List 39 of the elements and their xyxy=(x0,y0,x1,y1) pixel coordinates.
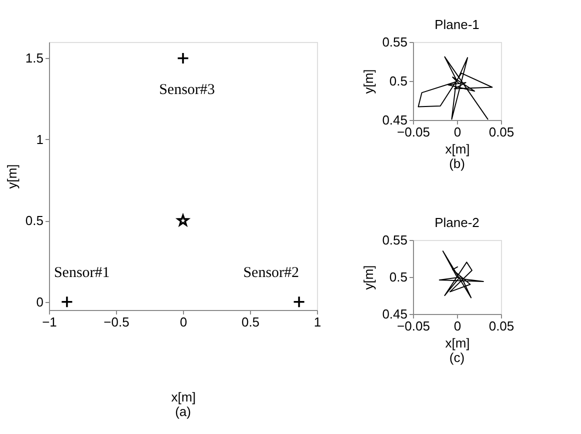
y-tick-label: 0.45 xyxy=(382,112,408,128)
y-axis-title: y[m] xyxy=(4,164,20,189)
x-tick-label: −1 xyxy=(42,314,57,330)
y-axis-title: y[m] xyxy=(361,69,376,94)
y-tick-label: 0.55 xyxy=(382,34,408,50)
x-tick-label: −0.05 xyxy=(397,318,430,334)
point xyxy=(292,296,306,308)
x-tick-label: 0.5 xyxy=(241,314,260,330)
x-tick-label: 0.05 xyxy=(488,124,514,140)
line-series xyxy=(438,250,484,298)
x-tick-label: 0 xyxy=(180,314,188,330)
x-tick-label: 1 xyxy=(314,314,322,330)
x-tick-label: −0.05 xyxy=(397,124,430,140)
y-tick-label: 0.5 xyxy=(389,270,408,284)
x-axis-title: x[m] xyxy=(445,336,470,350)
text: (a) xyxy=(175,404,191,419)
y-tick-label: 1.5 xyxy=(25,50,44,66)
x-tick-label: −0.5 xyxy=(104,314,130,330)
y-tick-label: 0.5 xyxy=(389,74,408,88)
point xyxy=(60,296,74,308)
y-tick-label: 0.5 xyxy=(25,213,44,228)
y-tick-label: 0.45 xyxy=(382,306,408,322)
annotation: Sensor#2 xyxy=(243,264,300,281)
point xyxy=(176,52,190,64)
x-axis-title: x[m] xyxy=(171,390,196,404)
x-tick-label: 0 xyxy=(454,124,462,140)
x-tick-label: 0 xyxy=(454,318,462,334)
y-axis-title: y[m] xyxy=(361,265,376,290)
line-series xyxy=(418,56,493,120)
x-tick-label: 0.05 xyxy=(488,318,514,334)
annotation: Sensor#1 xyxy=(54,264,110,281)
text: (b) xyxy=(449,156,465,171)
annotation: Sensor#3 xyxy=(159,82,215,98)
x-axis-title: x[m] xyxy=(445,142,470,156)
text: (c) xyxy=(449,350,465,365)
y-tick-label: 0 xyxy=(36,294,44,310)
chart-title: Plane-2 xyxy=(434,215,480,230)
chart-title: Plane-1 xyxy=(434,17,480,32)
y-tick-label: 0.55 xyxy=(382,232,408,248)
